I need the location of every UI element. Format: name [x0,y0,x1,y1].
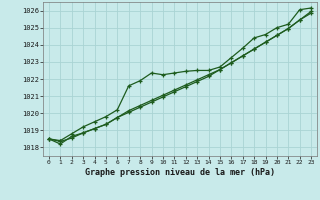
X-axis label: Graphe pression niveau de la mer (hPa): Graphe pression niveau de la mer (hPa) [85,168,275,177]
